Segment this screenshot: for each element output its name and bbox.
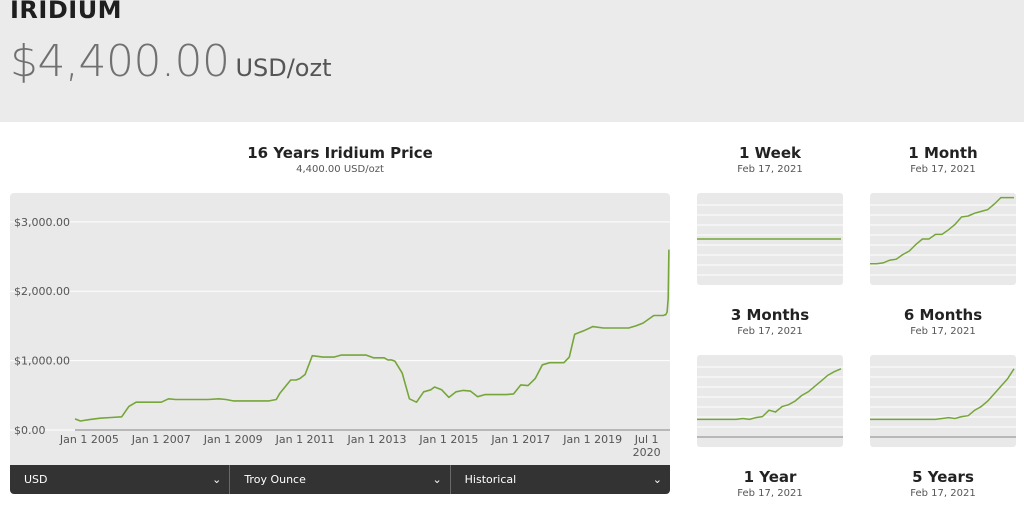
mini-title-1-month: 1 Month: [908, 144, 978, 162]
main-chart-title: 16 Years Iridium Price: [247, 144, 433, 162]
mini-date-3-months: Feb 17, 2021: [737, 326, 803, 337]
mini-chart-3-months-plot: [697, 366, 843, 438]
mini-series-line: [697, 368, 842, 421]
x-tick-label: Jan 1 2013: [347, 433, 407, 446]
price-header: IRIDIUM $4,400.00 USD/ozt: [0, 0, 1024, 122]
x-tick-label: Jan 1 2017: [490, 433, 550, 446]
mini-chart-6-months[interactable]: [870, 355, 1016, 447]
mini-chart-1-month[interactable]: [870, 193, 1016, 285]
chevron-down-icon: ⌄: [212, 473, 222, 486]
x-tick-label: Jul 1 2020: [633, 433, 661, 459]
y-tick-label: $3,000.00: [14, 216, 70, 229]
x-tick-label: Jan 1 2011: [275, 433, 335, 446]
price-line: $4,400.00 USD/ozt: [10, 36, 332, 87]
mini-title-1-year: 1 Year: [743, 468, 797, 486]
currency-select[interactable]: USD ⌄: [10, 465, 231, 494]
x-tick-label: Jan 1 2009: [203, 433, 263, 446]
mini-series-line: [870, 196, 1014, 265]
weight-unit-select[interactable]: Troy Ounce ⌄: [230, 465, 451, 494]
current-price: $4,400.00: [10, 36, 230, 87]
price-unit: USD/ozt: [235, 54, 332, 82]
mini-date-5-years: Feb 17, 2021: [910, 488, 976, 499]
mini-title-5-years: 5 Years: [912, 468, 974, 486]
chevron-down-icon: ⌄: [432, 473, 442, 486]
mini-chart-1-week-plot: [697, 204, 843, 276]
mini-title-1-week: 1 Week: [739, 144, 801, 162]
currency-select-label: USD: [24, 473, 48, 486]
mini-date-1-week: Feb 17, 2021: [737, 164, 803, 175]
mini-title-6-months: 6 Months: [903, 306, 983, 324]
mini-chart-1-week[interactable]: [697, 193, 843, 285]
main-price-chart[interactable]: $0.00 $1,000.00 $2,000.00 $3,000.00 Jan 1 20…: [10, 193, 670, 465]
mini-date-1-year: Feb 17, 2021: [737, 488, 803, 499]
main-chart-subtitle: 4,400.00 USD/ozt: [296, 164, 384, 175]
x-tick-label: Jan 1 2015: [418, 433, 478, 446]
range-select-label: Historical: [464, 473, 517, 486]
mini-chart-3-months[interactable]: [697, 355, 843, 447]
chevron-down-icon: ⌄: [652, 473, 662, 486]
price-series-line: [74, 249, 670, 422]
range-select[interactable]: Historical ⌄: [451, 465, 670, 494]
mini-title-3-months: 3 Months: [730, 306, 810, 324]
mini-chart-1-month-plot: [870, 196, 1016, 276]
metal-name: IRIDIUM: [10, 0, 123, 24]
x-tick-label: Jan 1 2005: [59, 433, 119, 446]
x-tick-label: Jan 1 2019: [562, 433, 622, 446]
mini-date-1-month: Feb 17, 2021: [910, 164, 976, 175]
weight-unit-select-label: Troy Ounce: [244, 473, 306, 486]
mini-chart-6-months-plot: [870, 366, 1016, 438]
y-tick-label: $2,000.00: [14, 285, 70, 298]
y-tick-label: $0.00: [14, 424, 46, 437]
y-tick-label: $1,000.00: [14, 355, 70, 368]
mini-series-line: [870, 368, 1015, 421]
chart-controls: USD ⌄ Troy Ounce ⌄ Historical ⌄: [10, 465, 670, 494]
main-chart-panel: $0.00 $1,000.00 $2,000.00 $3,000.00 Jan 1 20…: [10, 193, 670, 465]
x-tick-label: Jan 1 2007: [131, 433, 191, 446]
mini-date-6-months: Feb 17, 2021: [910, 326, 976, 337]
